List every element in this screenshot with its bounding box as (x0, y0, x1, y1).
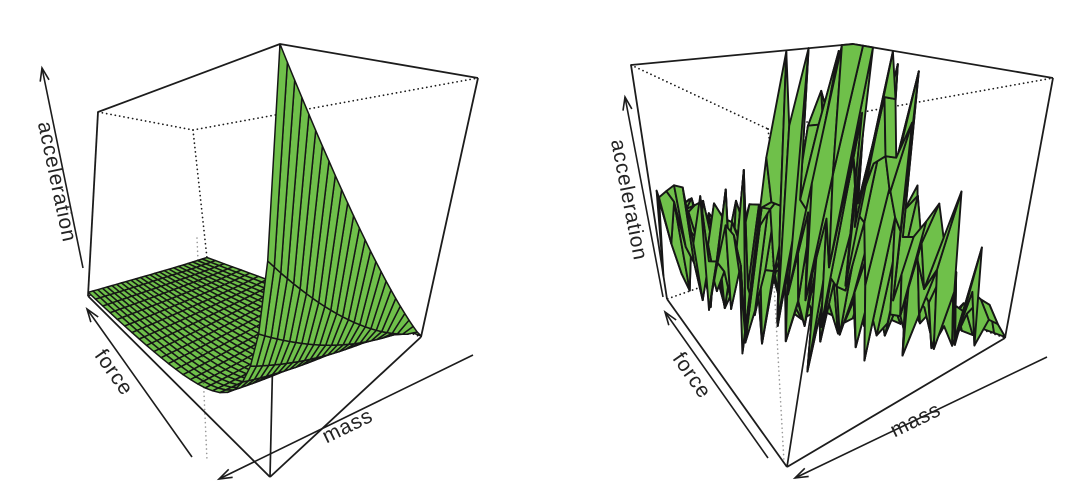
surface-mesh (655, 43, 1007, 373)
axis-arrows (622, 94, 1048, 480)
surface-plot-smooth (39, 43, 479, 481)
surface-mesh (87, 43, 422, 394)
surface-plot-noisy (622, 43, 1054, 480)
x-axis-label-left: mass (319, 404, 377, 448)
x-axis-label-right: mass (887, 398, 945, 442)
axis-arrows (39, 65, 474, 481)
z-axis-label-left: acceleration (33, 119, 81, 244)
y-axis-label-left: force (90, 345, 138, 400)
